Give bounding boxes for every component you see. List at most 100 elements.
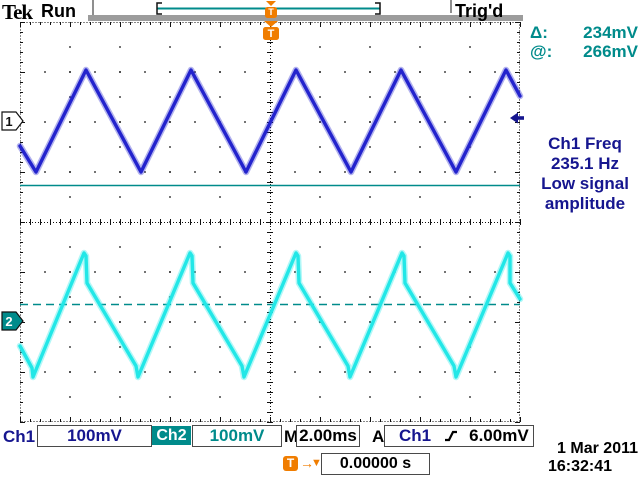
grid-dot: [194, 371, 196, 373]
trigger-level-arrow[interactable]: [510, 112, 518, 124]
grid-dot: [94, 271, 96, 273]
grid-dot: [69, 171, 71, 173]
grid-dot: [394, 321, 396, 323]
ch1-scale-box[interactable]: 100mV: [37, 425, 152, 447]
grid-dot: [494, 171, 496, 173]
grid-dot: [369, 321, 371, 323]
grid-dot: [119, 171, 121, 173]
grid-dot: [369, 71, 371, 73]
grid-dot: [269, 321, 271, 323]
grid-dot: [194, 321, 196, 323]
grid-dot: [219, 296, 221, 298]
grid-dot: [369, 371, 371, 373]
grid-dot: [494, 121, 496, 123]
grid-dot: [319, 171, 321, 173]
grid-dot: [44, 371, 46, 373]
ch2-scale-box[interactable]: 100mV: [192, 425, 282, 447]
grid-dot: [169, 321, 171, 323]
trigger-position-marker-box: [263, 27, 279, 40]
grid-dot: [319, 271, 321, 273]
grid-dot: [44, 171, 46, 173]
grid-dot: [94, 121, 96, 123]
timebase-box[interactable]: 2.00ms: [296, 425, 360, 447]
grid-dot: [444, 121, 446, 123]
trigger-source: Ch1: [399, 426, 432, 445]
grid-dot: [169, 371, 171, 373]
grid-dot: [169, 121, 171, 123]
grid-dot: [169, 171, 171, 173]
tek-logo: Tek: [2, 0, 33, 24]
grid-dot: [369, 396, 371, 398]
grid-dot: [369, 246, 371, 248]
grid-dot: [269, 71, 271, 73]
timebase-label: M: [284, 427, 299, 446]
grid-dot: [319, 396, 321, 398]
trigger-level-arrow-tail: [518, 116, 524, 120]
grid-dot: [119, 346, 121, 348]
grid-dot: [194, 271, 196, 273]
grid-dot: [444, 271, 446, 273]
grid-dot: [169, 246, 171, 248]
grid-dot: [444, 371, 446, 373]
grid-dot: [469, 71, 471, 73]
grid-dot: [119, 221, 121, 223]
grid-dot: [219, 171, 221, 173]
grid-dot: [194, 71, 196, 73]
delta-cursor-readout: Δ: 234mV: [530, 23, 638, 43]
acquisition-status: Run: [41, 1, 76, 21]
grid-dot: [269, 371, 271, 373]
grid-dot: [244, 271, 246, 273]
grid-dot: [419, 146, 421, 148]
grid-dot: [219, 321, 221, 323]
grid-dot: [219, 71, 221, 73]
delta-value: 234mV: [583, 23, 638, 42]
grid-dot: [119, 121, 121, 123]
grid-dot: [169, 271, 171, 273]
grid-dot: [244, 71, 246, 73]
grid-dot: [169, 71, 171, 73]
ch2-badge[interactable]: Ch2: [152, 426, 191, 445]
ch1-position-marker[interactable]: [1, 111, 24, 131]
grid-dot: [319, 46, 321, 48]
ch1-position-marker-label: 1: [5, 114, 12, 129]
trigger-position-value: 0.00000 s: [321, 453, 430, 475]
ch2-position-marker[interactable]: [1, 311, 24, 331]
grid-dot: [44, 121, 46, 123]
grid-dot: [319, 346, 321, 348]
header-separator-left: [92, 0, 94, 15]
grid-dot: [94, 71, 96, 73]
grid-dot: [119, 96, 121, 98]
at-value: 266mV: [583, 42, 638, 61]
grid-dot: [219, 246, 221, 248]
grid-dot: [369, 171, 371, 173]
grid-dot: [419, 371, 421, 373]
top-divider-bar: [88, 15, 523, 21]
trigger-a-label: A: [372, 427, 385, 446]
time-readout: 16:32:41: [547, 458, 612, 475]
trigger-bar-marker-pointer: [266, 1, 276, 6]
grid-dot: [244, 321, 246, 323]
grid-dot: [319, 121, 321, 123]
grid-dot: [119, 146, 121, 148]
grid-dot: [219, 221, 221, 223]
grid-dot: [219, 396, 221, 398]
grid-dot: [119, 246, 121, 248]
grid-dot: [469, 321, 471, 323]
trigger-status: Trig'd: [455, 1, 504, 21]
grid-dot: [319, 146, 321, 148]
grid-dot: [169, 196, 171, 198]
grid-dot: [169, 96, 171, 98]
grid-dot: [419, 121, 421, 123]
grid-dot: [69, 146, 71, 148]
grid-dot: [119, 396, 121, 398]
grid-dot: [369, 46, 371, 48]
trigger-arrow-icon: →: [300, 455, 314, 471]
trigger-bar-marker-box: [265, 7, 277, 18]
grid-dot: [144, 171, 146, 173]
trigger-position-marker-pointer: [264, 21, 278, 27]
grid-dot: [419, 196, 421, 198]
trigger-settings-box[interactable]: Ch1 6.00mV: [384, 425, 534, 447]
trigger-window-brackets: [156, 2, 381, 15]
trigger-level: 6.00mV: [469, 426, 529, 445]
